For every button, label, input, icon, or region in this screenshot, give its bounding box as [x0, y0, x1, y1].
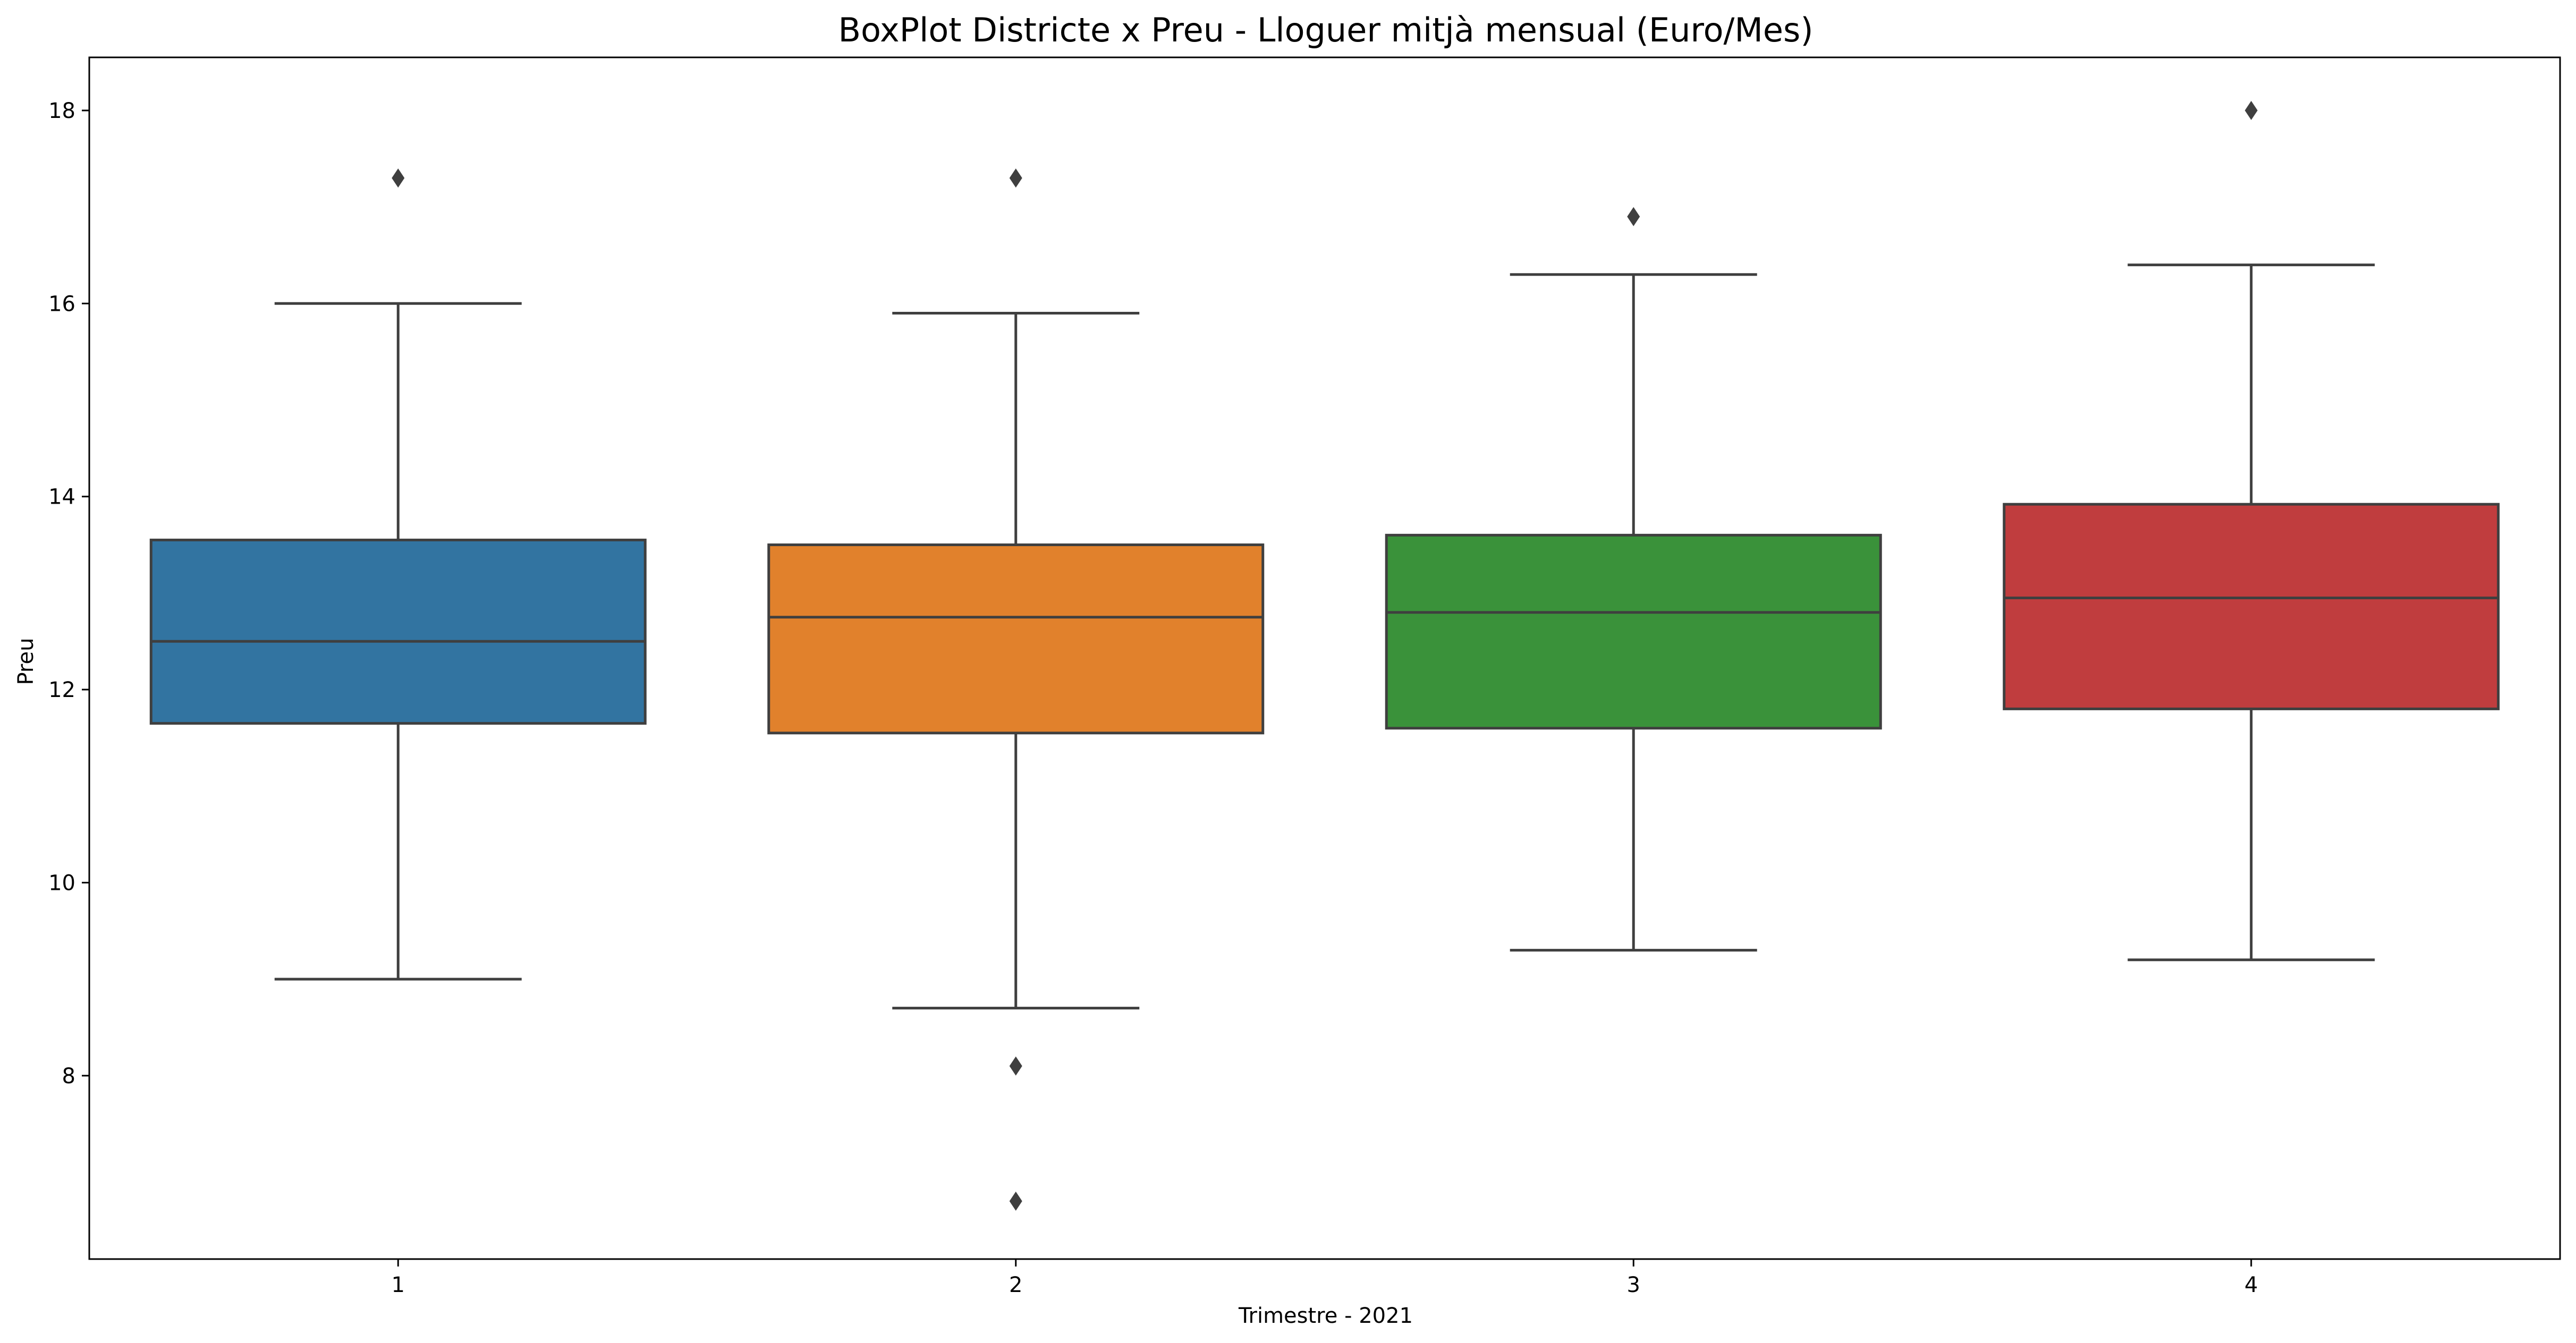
iqr-box [1385, 533, 1882, 730]
outlier-point [392, 168, 405, 188]
x-tick-label: 1 [392, 1273, 405, 1297]
x-axis: 1 2 3 4 [392, 1259, 2258, 1297]
box-group [2003, 100, 2500, 962]
x-axis-label: Trimestre - 2021 [1238, 1304, 1413, 1328]
box-group [149, 168, 647, 981]
outlier-point [2244, 100, 2258, 120]
y-axis: 8 10 12 14 16 18 [48, 99, 89, 1089]
y-tick-label: 16 [48, 292, 75, 316]
outlier-point [1627, 207, 1640, 226]
iqr-box [149, 538, 647, 725]
outlier-point [1009, 1056, 1022, 1076]
y-tick-label: 10 [48, 871, 75, 895]
y-axis-label: Preu [14, 638, 38, 685]
x-tick-label: 2 [1009, 1273, 1022, 1297]
box-group [767, 168, 1265, 1211]
iqr-box [767, 543, 1265, 735]
iqr-box [2003, 503, 2500, 710]
plot-area-frame [88, 56, 2561, 1260]
y-tick-label: 14 [48, 485, 75, 509]
outlier-point [1009, 1191, 1022, 1211]
y-tick-label: 8 [62, 1064, 75, 1089]
chart-title: BoxPlot Districte x Preu - Lloguer mitjà… [838, 11, 1813, 49]
y-tick-label: 18 [48, 99, 75, 123]
box-group [1385, 207, 1882, 952]
box-series [149, 100, 2500, 1211]
x-tick-label: 3 [1627, 1273, 1640, 1297]
x-tick-label: 4 [2244, 1273, 2258, 1297]
outlier-point [1009, 168, 1022, 188]
y-tick-label: 12 [48, 678, 75, 702]
